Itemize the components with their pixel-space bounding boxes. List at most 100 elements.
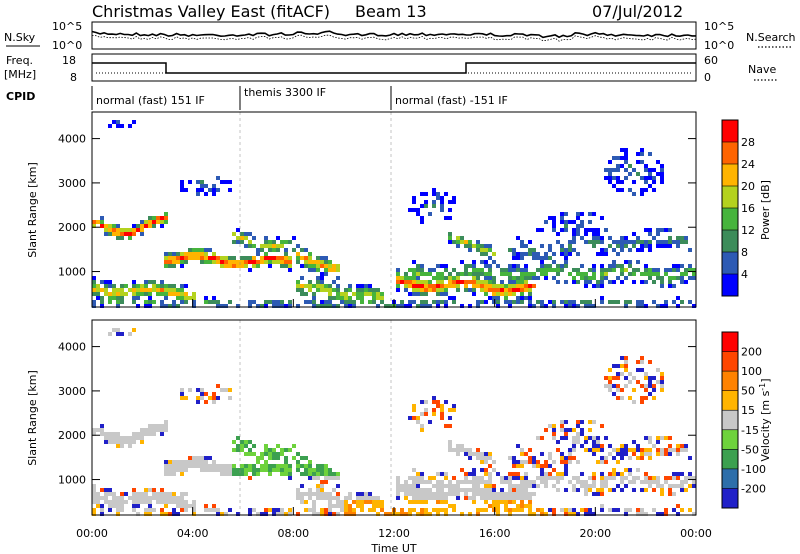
power-cell [224, 180, 228, 184]
velocity-cell [204, 400, 208, 404]
power-cell [496, 296, 500, 300]
power-cell [528, 300, 532, 304]
velocity-cell [136, 500, 140, 504]
colorbar-segment [722, 468, 738, 489]
velocity-cell [588, 448, 592, 452]
velocity-cell [304, 492, 308, 496]
power-cell [656, 244, 660, 248]
velocity-cell [212, 468, 216, 472]
velocity-cell [308, 496, 312, 500]
x-tick-label: 04:00 [177, 527, 209, 540]
power-cell [272, 260, 276, 264]
power-cell [424, 192, 428, 196]
velocity-cell [616, 388, 620, 392]
velocity-cell [484, 460, 488, 464]
power-cell [640, 248, 644, 252]
power-cell [120, 292, 124, 296]
power-cell [520, 276, 524, 280]
velocity-cell [432, 476, 436, 480]
power-cell [144, 224, 148, 228]
power-cell [124, 232, 128, 236]
velocity-cell [504, 480, 508, 484]
power-cell [200, 184, 204, 188]
velocity-cell [420, 428, 424, 432]
velocity-cell [512, 492, 516, 496]
velocity-cell [516, 472, 520, 476]
power-cell [292, 236, 296, 240]
velocity-cell [132, 496, 136, 500]
velocity-cell [352, 500, 356, 504]
velocity-cell [508, 480, 512, 484]
velocity-cell [656, 380, 660, 384]
power-cell [652, 280, 656, 284]
velocity-cell [148, 508, 152, 512]
velocity-cell [600, 504, 604, 508]
power-cell [568, 248, 572, 252]
velocity-cell [624, 360, 628, 364]
colorbar-tick-label: 100 [741, 365, 762, 378]
power-cell [244, 264, 248, 268]
power-cell [260, 304, 264, 308]
velocity-cell [552, 508, 556, 512]
power-cell [592, 212, 596, 216]
colorbar-tick-label: -15 [741, 424, 759, 437]
velocity-cell [184, 504, 188, 508]
velocity-cell [416, 492, 420, 496]
power-cell [372, 288, 376, 292]
power-heatmap-cells [92, 120, 696, 308]
velocity-cell [240, 468, 244, 472]
power-cell [100, 288, 104, 292]
power-cell [148, 216, 152, 220]
power-cell [628, 272, 632, 276]
noise-left-label: N.Sky [4, 31, 36, 44]
velocity-cell [572, 428, 576, 432]
power-cell [528, 240, 532, 244]
velocity-cell [588, 512, 592, 516]
power-cell [608, 300, 612, 304]
power-cell [432, 268, 436, 272]
velocity-cell [208, 468, 212, 472]
power-cell [680, 240, 684, 244]
power-cell [456, 288, 460, 292]
power-cell [604, 176, 608, 180]
velocity-cell [632, 388, 636, 392]
velocity-cell [112, 492, 116, 496]
velocity-cell [632, 452, 636, 456]
velocity-cell [524, 460, 528, 464]
power-cell [160, 224, 164, 228]
power-cell [356, 296, 360, 300]
power-cell [192, 256, 196, 260]
power-cell [192, 304, 196, 308]
power-cell [320, 272, 324, 276]
power-cell [180, 184, 184, 188]
velocity-cell [512, 472, 516, 476]
velocity-cell [320, 484, 324, 488]
power-cell [420, 220, 424, 224]
velocity-cell [592, 436, 596, 440]
velocity-cell [184, 500, 188, 504]
velocity-cell [228, 388, 232, 392]
velocity-cell [344, 508, 348, 512]
velocity-cell [480, 456, 484, 460]
velocity-cell [528, 500, 532, 504]
power-cell [104, 280, 108, 284]
velocity-cell [408, 488, 412, 492]
velocity-cell [180, 396, 184, 400]
power-cell [140, 292, 144, 296]
velocity-cell [376, 512, 380, 516]
velocity-cell [540, 508, 544, 512]
power-cell [328, 296, 332, 300]
velocity-cell [564, 428, 568, 432]
power-cell [116, 224, 120, 228]
power-cell [148, 304, 152, 308]
velocity-cell [216, 464, 220, 468]
velocity-cell [512, 456, 516, 460]
power-cell [660, 168, 664, 172]
power-cell [532, 248, 536, 252]
power-cell [656, 268, 660, 272]
power-cell [184, 252, 188, 256]
velocity-cell [664, 480, 668, 484]
velocity-cell [212, 464, 216, 468]
velocity-cell [208, 396, 212, 400]
